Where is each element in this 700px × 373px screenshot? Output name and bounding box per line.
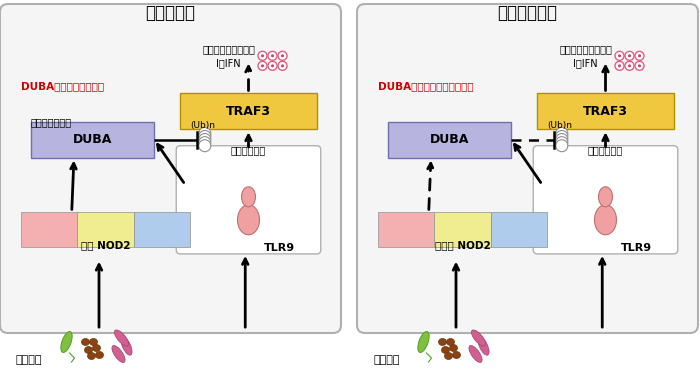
Ellipse shape <box>478 337 489 355</box>
Bar <box>77 212 134 247</box>
Text: 健全な腸管: 健全な腸管 <box>146 4 195 22</box>
Circle shape <box>199 134 211 145</box>
Circle shape <box>258 61 267 70</box>
Ellipse shape <box>598 187 612 207</box>
Circle shape <box>199 127 211 140</box>
Circle shape <box>261 54 264 57</box>
Text: TLR9: TLR9 <box>263 243 295 253</box>
Bar <box>181 93 316 129</box>
FancyBboxPatch shape <box>176 146 321 254</box>
Ellipse shape <box>594 205 617 235</box>
Text: 炎症性サイトカイン
I型IFN: 炎症性サイトカイン I型IFN <box>202 44 255 68</box>
Circle shape <box>278 51 287 60</box>
Text: DUBA: DUBA <box>73 133 112 146</box>
FancyBboxPatch shape <box>0 4 341 333</box>
Ellipse shape <box>442 347 449 354</box>
Circle shape <box>261 64 264 67</box>
Text: DUBAのブレーキが効く: DUBAのブレーキが効く <box>21 81 104 91</box>
Circle shape <box>638 64 641 67</box>
Text: 正常 NOD2: 正常 NOD2 <box>80 240 130 250</box>
Text: DUBAのブレーキが効かない: DUBAのブレーキが効かない <box>378 81 474 91</box>
Ellipse shape <box>241 187 255 207</box>
Ellipse shape <box>112 345 125 363</box>
Bar <box>378 212 434 247</box>
FancyBboxPatch shape <box>533 146 678 254</box>
Ellipse shape <box>438 339 447 345</box>
Ellipse shape <box>469 345 482 363</box>
Ellipse shape <box>95 351 104 358</box>
Bar <box>491 212 547 247</box>
Ellipse shape <box>88 352 95 360</box>
Circle shape <box>556 131 568 142</box>
Circle shape <box>199 137 211 148</box>
Bar <box>31 122 154 157</box>
Circle shape <box>556 134 568 145</box>
Ellipse shape <box>471 330 486 346</box>
Circle shape <box>628 64 631 67</box>
Ellipse shape <box>81 339 90 345</box>
Ellipse shape <box>449 345 458 351</box>
Text: (Ub)n: (Ub)n <box>547 121 573 131</box>
Text: エンドソーム: エンドソーム <box>231 145 266 155</box>
Circle shape <box>618 64 621 67</box>
Circle shape <box>268 61 277 70</box>
Ellipse shape <box>237 205 260 235</box>
Circle shape <box>199 131 211 142</box>
Circle shape <box>268 51 277 60</box>
Circle shape <box>635 61 644 70</box>
Ellipse shape <box>92 345 101 351</box>
Text: 変異型 NOD2: 変異型 NOD2 <box>435 240 491 250</box>
Text: 炎症性腸疾患: 炎症性腸疾患 <box>498 4 557 22</box>
Ellipse shape <box>121 337 132 355</box>
Ellipse shape <box>444 352 452 360</box>
Text: TRAF3: TRAF3 <box>583 105 628 118</box>
Text: 腸内細菌: 腸内細菌 <box>16 355 43 365</box>
Text: (Ub)n: (Ub)n <box>190 121 216 131</box>
Circle shape <box>556 140 568 152</box>
Bar <box>434 212 491 247</box>
Ellipse shape <box>418 332 429 352</box>
Circle shape <box>281 54 284 57</box>
Circle shape <box>615 61 624 70</box>
Text: 炎症性サイトカイン
I型IFN: 炎症性サイトカイン I型IFN <box>559 44 612 68</box>
Circle shape <box>258 51 267 60</box>
Bar <box>388 122 511 157</box>
Circle shape <box>625 61 634 70</box>
Text: エンドソーム: エンドソーム <box>588 145 623 155</box>
Text: TRAF3: TRAF3 <box>226 105 271 118</box>
Ellipse shape <box>90 339 97 345</box>
Circle shape <box>615 51 624 60</box>
Circle shape <box>556 127 568 140</box>
Bar <box>538 93 673 129</box>
Ellipse shape <box>114 330 129 346</box>
Circle shape <box>625 51 634 60</box>
Text: 脲ユビキチン化: 脲ユビキチン化 <box>31 117 72 128</box>
Circle shape <box>556 137 568 148</box>
Text: 腸内細菌: 腸内細菌 <box>373 355 400 365</box>
Circle shape <box>271 54 274 57</box>
Circle shape <box>638 54 641 57</box>
Bar <box>21 212 77 247</box>
Text: TLR9: TLR9 <box>620 243 652 253</box>
Circle shape <box>199 140 211 152</box>
Circle shape <box>628 54 631 57</box>
Ellipse shape <box>61 332 72 352</box>
FancyBboxPatch shape <box>357 4 698 333</box>
Ellipse shape <box>85 347 92 354</box>
Circle shape <box>271 64 274 67</box>
Circle shape <box>281 64 284 67</box>
Ellipse shape <box>452 351 461 358</box>
Circle shape <box>635 51 644 60</box>
Circle shape <box>278 61 287 70</box>
Text: DUBA: DUBA <box>430 133 469 146</box>
Circle shape <box>618 54 621 57</box>
Bar <box>134 212 190 247</box>
Ellipse shape <box>447 339 454 345</box>
